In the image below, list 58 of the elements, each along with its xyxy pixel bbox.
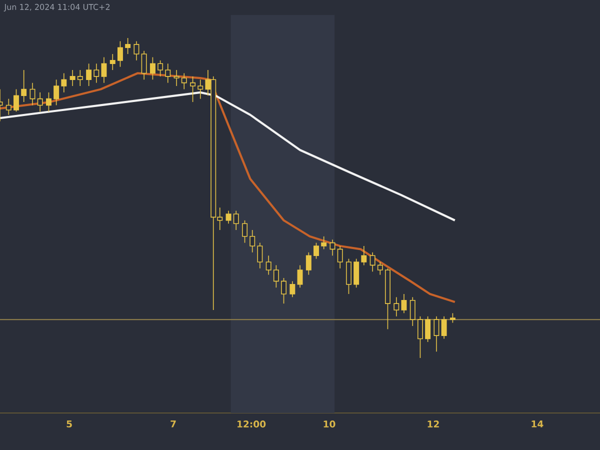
candlestick [346, 258, 352, 294]
candlestick [417, 316, 423, 358]
candlestick [70, 70, 76, 86]
candlestick [401, 294, 407, 314]
candlestick [165, 63, 171, 84]
candlestick [14, 88, 19, 112]
candlestick [337, 246, 343, 269]
candlestick [425, 316, 431, 342]
candlestick [174, 70, 180, 86]
x-tick-label: 14 [532, 420, 544, 428]
candlestick [134, 40, 140, 61]
candlestick [61, 72, 67, 93]
candlestick [198, 79, 204, 100]
candlestick [125, 38, 131, 54]
candlestick [242, 220, 248, 244]
candlestick [101, 56, 107, 84]
candlestick [273, 264, 279, 288]
candlestick [117, 40, 123, 68]
candlestick [377, 262, 383, 276]
candlestick [290, 280, 296, 298]
candlestick [250, 230, 256, 253]
candlestick [77, 70, 83, 86]
candlestick [314, 242, 319, 260]
candlestick [361, 246, 367, 266]
candlestick [181, 72, 187, 90]
candlestick [158, 60, 164, 77]
candlestick [370, 252, 376, 272]
candlestick [6, 98, 12, 116]
candlestick [306, 252, 312, 276]
candlestick [330, 239, 336, 256]
x-tick-label: 12:00 [238, 420, 266, 428]
candlestick [297, 264, 303, 288]
candlestick [257, 242, 263, 269]
x-tick-label: 5 [66, 420, 72, 428]
candlestick [450, 312, 456, 324]
candlestick [434, 316, 440, 352]
candlestick [266, 255, 272, 276]
candlestick [441, 316, 447, 340]
candlestick [281, 278, 286, 304]
x-tick-label: 12 [428, 420, 439, 428]
candlestick [190, 76, 196, 102]
x-tick-label: 7 [170, 420, 176, 428]
candlestick [150, 56, 156, 80]
candlestick [321, 236, 327, 250]
candlestick [394, 296, 400, 317]
candlestick [410, 296, 416, 326]
candlestick [233, 210, 239, 230]
x-tick-label: 10 [324, 420, 336, 428]
candlestick [141, 50, 147, 80]
candlestick [110, 54, 116, 70]
candlestick [86, 63, 92, 86]
candlestick [354, 258, 360, 288]
candlestick [94, 63, 100, 84]
candlestick [226, 210, 232, 224]
candlestick [46, 92, 52, 112]
candlestick [54, 79, 60, 106]
candlestick [21, 70, 27, 102]
candlestick [37, 92, 43, 112]
